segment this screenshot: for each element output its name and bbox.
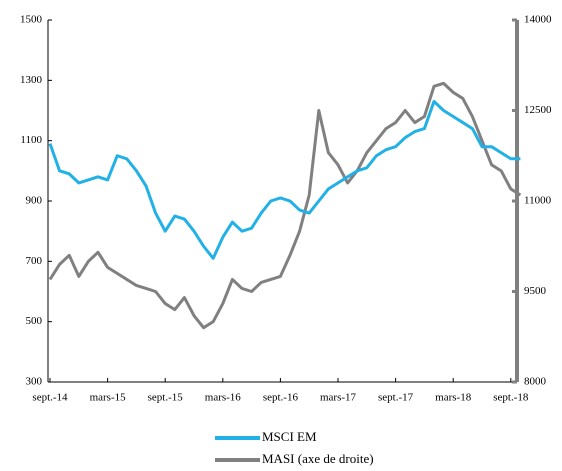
y-tick-label: 1500 xyxy=(20,14,43,26)
x-tick-label: mars-15 xyxy=(90,392,127,404)
y-tick-label: 1100 xyxy=(20,134,42,146)
x-tick-label: sept.-16 xyxy=(263,392,299,404)
x-tick-label: sept.-14 xyxy=(32,392,68,404)
legend-label: MSCI EM xyxy=(262,429,317,444)
y2-tick-label: 12500 xyxy=(524,104,552,116)
y2-tick-label: 9500 xyxy=(524,285,547,297)
legend: MSCI EM MASI (axe de droite) xyxy=(215,429,374,466)
x-tick-label: sept.-18 xyxy=(493,392,529,404)
x-tick-label: sept.-15 xyxy=(148,392,184,404)
y-tick-label: 500 xyxy=(26,315,43,327)
y-tick-label: 700 xyxy=(26,255,43,267)
y2-tick-label: 11000 xyxy=(524,195,552,207)
x-tick-label: mars-18 xyxy=(435,392,472,404)
x-tick-label: mars-16 xyxy=(205,392,242,404)
y-tick-label: 1300 xyxy=(20,74,43,86)
y2-tick-label: 14000 xyxy=(524,14,552,26)
series-line xyxy=(48,81,522,330)
series-line xyxy=(48,99,521,260)
legend-label: MASI (axe de droite) xyxy=(262,451,374,466)
x-tick-label: sept.-17 xyxy=(378,392,414,404)
y-tick-label: 900 xyxy=(26,195,43,207)
y-tick-label: 300 xyxy=(26,376,43,388)
x-tick-label: mars-17 xyxy=(320,392,357,404)
y2-tick-label: 8000 xyxy=(524,376,547,388)
